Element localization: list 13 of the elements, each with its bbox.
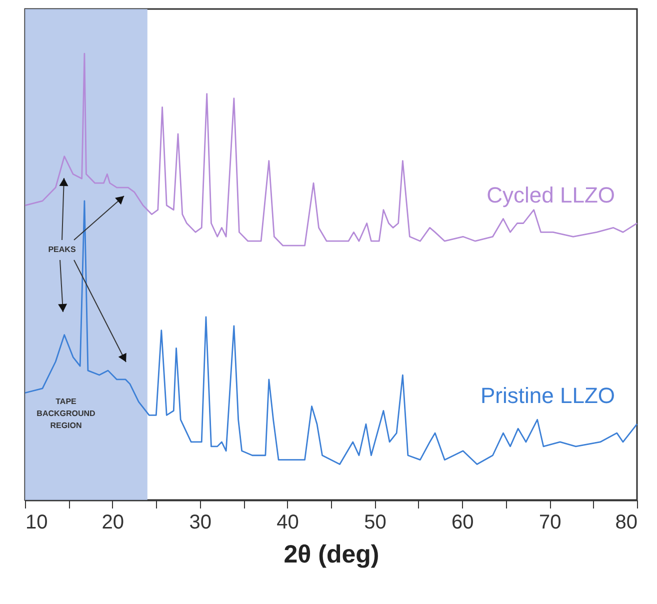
series-label: Cycled LLZO [486,182,615,208]
x-tick-label: 50 [364,512,386,534]
annotation: PEAKS [48,245,76,254]
x-tick-label: 80 [615,512,638,534]
x-axis-title: 2θ (deg) [284,540,380,568]
series-label: Pristine LLZO [480,383,615,408]
x-tick-label: 60 [452,512,474,534]
x-tick-label: 40 [276,512,299,534]
x-tick-label: 20 [102,512,124,534]
band-label: TAPE BACKGROUND REGION [36,397,96,430]
x-tick-label: 10 [26,512,48,534]
x-tick-label: 70 [538,512,562,534]
x-tick-label: 30 [189,512,212,534]
